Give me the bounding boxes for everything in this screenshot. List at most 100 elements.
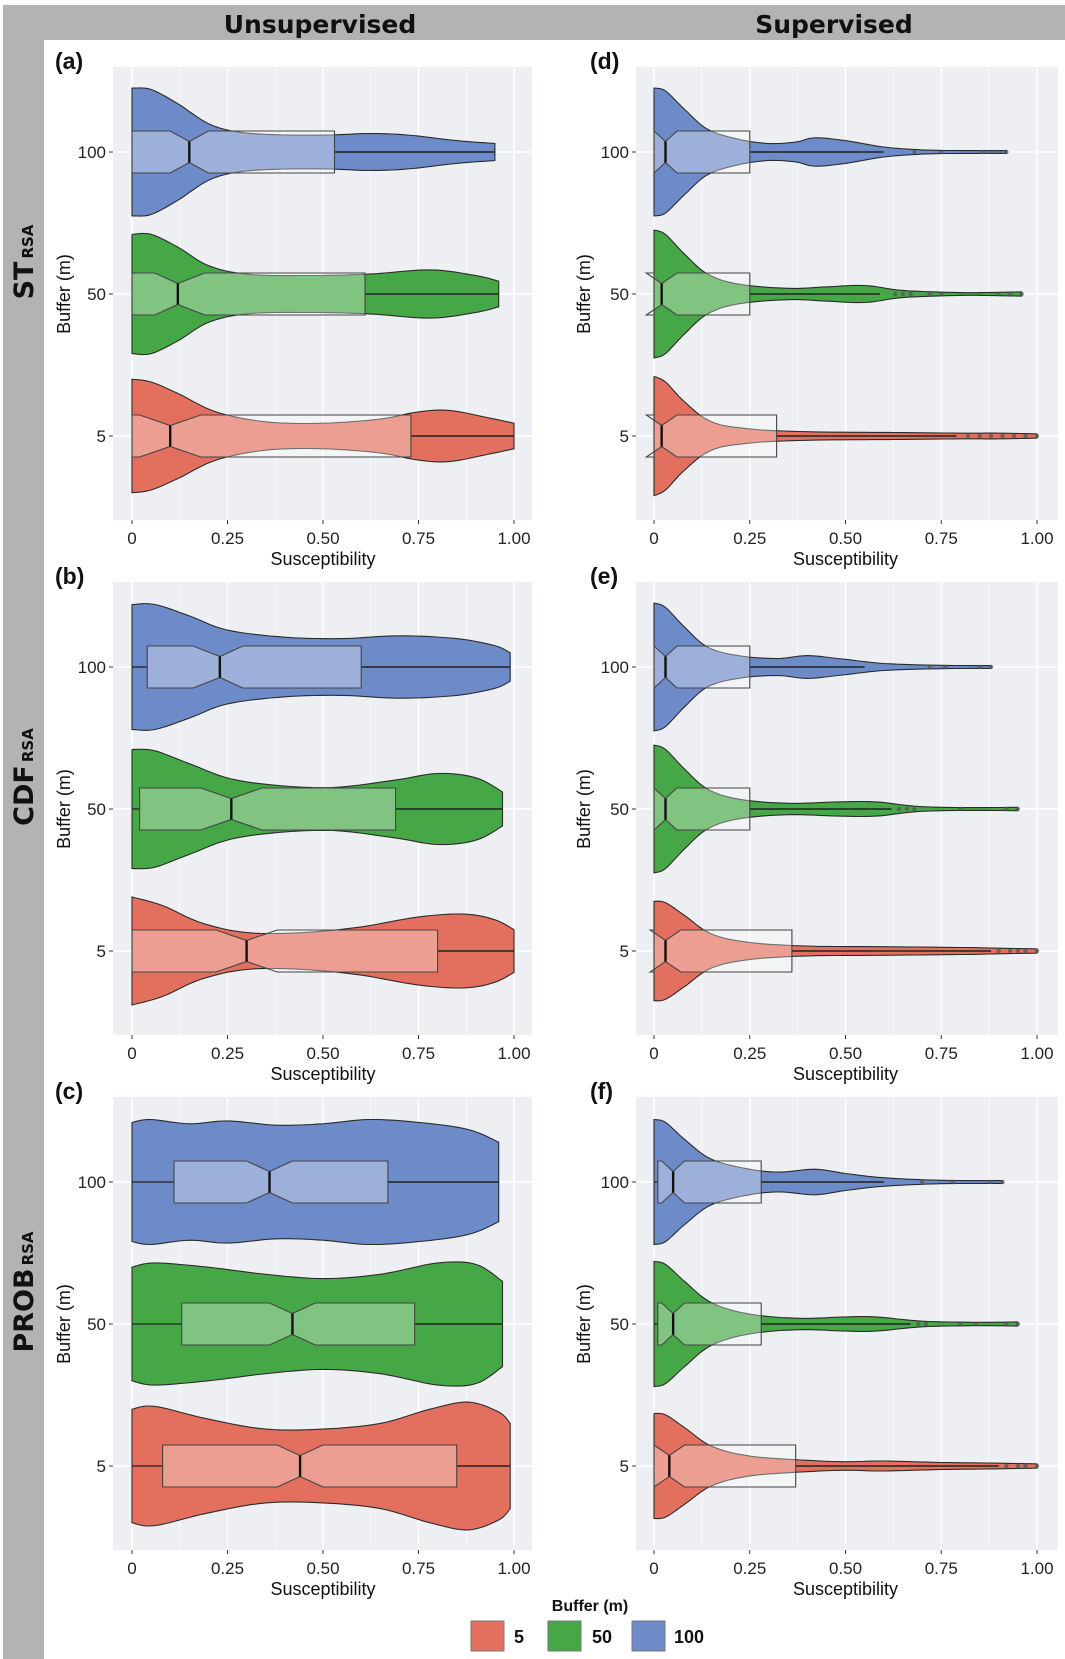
x-tick-label: 0: [127, 1559, 136, 1578]
x-tick-label: 0.50: [829, 1044, 862, 1063]
box-100: [131, 130, 336, 174]
box-5: [644, 414, 778, 458]
series-100: [131, 1118, 500, 1246]
outlier-point: [958, 1321, 963, 1327]
y-tick-label: 100: [601, 1173, 629, 1192]
outlier-point: [973, 1321, 978, 1327]
y-tick-label: 100: [78, 1173, 106, 1192]
outlier-point: [923, 1321, 929, 1327]
box-5: [162, 1444, 458, 1488]
outlier-point: [942, 664, 948, 670]
x-tick-label: 0.25: [211, 529, 244, 548]
outlier-point: [1015, 948, 1021, 954]
series-5: [131, 896, 515, 1006]
y-tick-label: 50: [87, 800, 106, 819]
panel-b: (b) 0 0.25 0.50 0.75 1.00 Susceptibility 5 50 100…: [54, 563, 532, 1084]
series-5: [131, 1401, 511, 1531]
series-50: [644, 229, 1024, 359]
outlier-point: [1023, 1463, 1028, 1469]
y-axis-title: Buffer (m): [54, 769, 74, 849]
x-tick-label: 0.25: [733, 529, 766, 548]
legend: Buffer (m) 5 50 100: [470, 1598, 704, 1652]
x-tick-label: 0.75: [925, 1559, 958, 1578]
outlier-point: [1019, 291, 1024, 297]
outlier-point: [996, 291, 1001, 297]
outlier-point: [939, 149, 944, 155]
outlier-point: [988, 664, 994, 670]
panel-c: (c) 0 0.25 0.50 0.75 1.00 Susceptibility 5 50 100…: [54, 1078, 532, 1599]
series-100: [131, 87, 496, 217]
outlier-point: [912, 806, 917, 812]
y-tick-label: 100: [601, 143, 629, 162]
outlier-point: [904, 806, 909, 812]
y-axis-title: Buffer (m): [574, 769, 594, 849]
outlier-point: [977, 664, 982, 670]
row-label-sub: RSA: [19, 728, 37, 762]
outlier-point: [939, 291, 944, 297]
x-tick-label: 0: [649, 529, 658, 548]
x-tick-label: 0.75: [925, 529, 958, 548]
box-50: [657, 1302, 762, 1346]
x-tick-label: 0.50: [829, 529, 862, 548]
box-5: [648, 929, 793, 973]
box-5: [131, 414, 412, 458]
x-tick-label: 0: [649, 1044, 658, 1063]
outlier-point: [1015, 806, 1021, 812]
panel-label: (f): [590, 1078, 613, 1104]
x-tick-label: 1.00: [497, 1559, 530, 1578]
x-tick-label: 0.75: [402, 1044, 435, 1063]
y-tick-label: 50: [87, 1315, 106, 1334]
outlier-point: [1011, 433, 1017, 439]
y-tick-label: 50: [610, 285, 629, 304]
row-label-prob: PROB RSA: [9, 1231, 40, 1352]
outlier-point: [919, 1179, 925, 1185]
box-50: [644, 272, 751, 316]
y-tick-label: 100: [601, 658, 629, 677]
box-5: [653, 1443, 797, 1489]
outlier-point: [1034, 433, 1040, 439]
box-100: [653, 129, 751, 175]
outlier-point: [1000, 433, 1005, 439]
legend-key-50: [547, 1620, 582, 1652]
x-tick-label: 0: [127, 1044, 136, 1063]
outlier-point: [950, 1179, 955, 1185]
outlier-point: [1000, 1179, 1005, 1185]
x-axis-title: Susceptibility: [270, 549, 375, 569]
outlier-point: [1004, 1321, 1009, 1327]
outlier-point: [896, 806, 902, 812]
y-tick-label: 100: [78, 658, 106, 677]
y-tick-label: 5: [97, 1457, 106, 1476]
box-100: [657, 1160, 762, 1204]
outlier-point: [916, 1321, 921, 1327]
violin-100: [131, 87, 496, 217]
outlier-point: [912, 149, 917, 155]
x-tick-label: 1.00: [1020, 1559, 1053, 1578]
x-axis-title: Susceptibility: [793, 1064, 898, 1084]
box-100: [653, 644, 751, 690]
series-50: [653, 744, 1021, 874]
x-tick-label: 0.25: [733, 1044, 766, 1063]
outlier-point: [988, 1179, 994, 1185]
x-tick-label: 0.50: [306, 1044, 339, 1063]
outlier-point: [1034, 1463, 1040, 1469]
outlier-point: [988, 149, 994, 155]
x-tick-label: 0.25: [733, 1559, 766, 1578]
legend-label-100: 100: [674, 1627, 704, 1647]
box-100: [173, 1160, 389, 1204]
violin-5: [131, 1401, 511, 1531]
x-axis-title: Susceptibility: [793, 549, 898, 569]
legend-label-50: 50: [592, 1627, 612, 1647]
series-5: [648, 900, 1040, 1002]
panel-label: (c): [55, 1078, 83, 1104]
x-tick-label: 0.50: [306, 1559, 339, 1578]
y-tick-label: 100: [78, 143, 106, 162]
x-axis-title: Susceptibility: [270, 1579, 375, 1599]
row-label-main: PROB: [9, 1268, 40, 1352]
row-label-st: ST RSA: [9, 224, 40, 299]
box-50: [139, 787, 397, 831]
x-tick-label: 0.75: [402, 529, 435, 548]
series-50: [131, 1261, 504, 1387]
outlier-point: [1007, 291, 1013, 297]
x-tick-label: 1.00: [1020, 529, 1053, 548]
